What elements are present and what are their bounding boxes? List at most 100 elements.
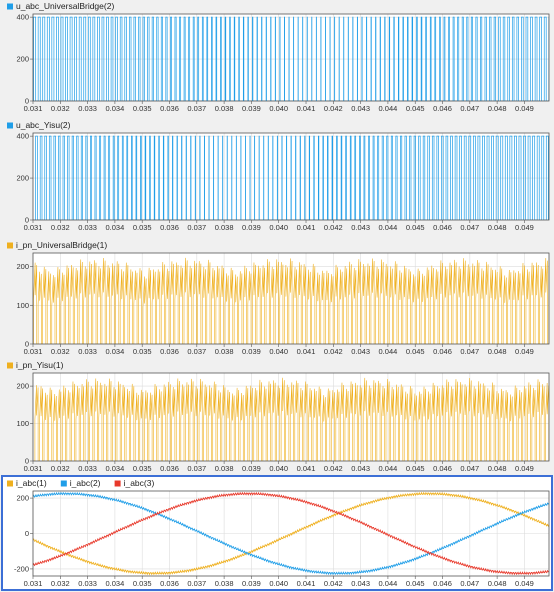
- x-tick-label: 0.033: [78, 579, 97, 588]
- x-tick-label: 0.046: [433, 464, 452, 473]
- series-line-i_abc(2): [33, 491, 549, 576]
- x-tick-label: 0.040: [269, 104, 288, 113]
- y-tick-label: 0: [25, 216, 29, 225]
- x-tick-label: 0.032: [51, 464, 70, 473]
- x-tick-label: 0.031: [24, 347, 43, 356]
- x-tick-label: 0.035: [133, 223, 152, 232]
- x-tick-label: 0.037: [187, 104, 206, 113]
- y-tick-label: 0: [25, 340, 29, 349]
- y-tick-label: 200: [16, 494, 29, 503]
- x-tick-label: 0.045: [406, 223, 425, 232]
- plot-area[interactable]: [33, 14, 549, 101]
- x-tick-label: 0.047: [460, 579, 479, 588]
- y-tick-label: 0: [25, 457, 29, 466]
- x-tick-label: 0.042: [324, 347, 343, 356]
- legend-entry[interactable]: i_pn_UniversalBridge(1): [16, 240, 107, 250]
- x-tick-label: 0.037: [187, 579, 206, 588]
- y-tick-label: 100: [16, 301, 29, 310]
- plot-frame: [32, 252, 550, 345]
- legend-entry[interactable]: i_pn_Yisu(1): [16, 360, 64, 370]
- signal-trace: [33, 377, 549, 461]
- x-tick-label: 0.034: [106, 464, 125, 473]
- x-tick-label: 0.036: [160, 464, 179, 473]
- y-tick-label: 0: [25, 529, 29, 538]
- x-tick-label: 0.039: [242, 464, 261, 473]
- y-tick-label: 200: [16, 174, 29, 183]
- x-tick-label: 0.031: [24, 464, 43, 473]
- x-tick-label: 0.035: [133, 347, 152, 356]
- x-tick-label: 0.046: [433, 579, 452, 588]
- x-tick-label: 0.040: [269, 223, 288, 232]
- y-tick-label: 200: [16, 382, 29, 391]
- x-tick-label: 0.049: [515, 347, 534, 356]
- y-tick-label: -200: [14, 565, 29, 574]
- x-tick-label: 0.035: [133, 104, 152, 113]
- x-tick-label: 0.049: [515, 223, 534, 232]
- x-tick-label: 0.048: [488, 104, 507, 113]
- legend-swatch: [7, 242, 13, 249]
- x-tick-label: 0.044: [379, 223, 398, 232]
- x-tick-label: 0.041: [297, 579, 316, 588]
- plot-frame: [32, 490, 550, 577]
- x-tick-label: 0.032: [51, 347, 70, 356]
- x-tick-label: 0.037: [187, 347, 206, 356]
- x-tick-label: 0.044: [379, 104, 398, 113]
- legend-entry[interactable]: i_abc(3): [124, 478, 155, 488]
- x-tick-label: 0.046: [433, 223, 452, 232]
- legend-entry[interactable]: u_abc_UniversalBridge(2): [16, 1, 114, 11]
- plot-area[interactable]: [33, 373, 549, 461]
- scope-panel-2: 0.031 0.032 0.033 0.034 0.035 0.036 0.037 0.038…: [7, 120, 550, 232]
- x-tick-label: 0.039: [242, 579, 261, 588]
- x-tick-label: 0.040: [269, 464, 288, 473]
- x-tick-label: 0.031: [24, 104, 43, 113]
- series-line-i_abc(3): [33, 491, 549, 576]
- x-tick-label: 0.036: [160, 104, 179, 113]
- x-tick-label: 0.036: [160, 223, 179, 232]
- y-tick-label: 100: [16, 419, 29, 428]
- x-tick-label: 0.032: [51, 104, 70, 113]
- x-tick-label: 0.044: [379, 347, 398, 356]
- x-tick-label: 0.038: [215, 464, 234, 473]
- y-tick-label: 200: [16, 262, 29, 271]
- x-tick-label: 0.034: [106, 223, 125, 232]
- x-tick-label: 0.032: [51, 579, 70, 588]
- scope-panel-3: 0.031 0.032 0.033 0.034 0.035 0.036 0.037 0.038…: [7, 240, 550, 356]
- x-tick-label: 0.044: [379, 579, 398, 588]
- x-tick-label: 0.049: [515, 464, 534, 473]
- legend-entry[interactable]: i_abc(2): [70, 478, 101, 488]
- y-tick-label: 0: [25, 97, 29, 106]
- x-tick-label: 0.038: [215, 347, 234, 356]
- x-tick-label: 0.042: [324, 464, 343, 473]
- plot-frame: [32, 132, 550, 221]
- plot-frame: [32, 13, 550, 102]
- x-tick-label: 0.040: [269, 579, 288, 588]
- x-tick-label: 0.038: [215, 104, 234, 113]
- legend-swatch: [7, 362, 13, 369]
- x-tick-label: 0.041: [297, 347, 316, 356]
- x-tick-label: 0.048: [488, 347, 507, 356]
- x-tick-label: 0.036: [160, 347, 179, 356]
- scope-panel-5: 0.031 0.032 0.033 0.034 0.035 0.036 0.037 0.038…: [1, 475, 553, 591]
- x-tick-label: 0.037: [187, 464, 206, 473]
- x-tick-label: 0.033: [78, 223, 97, 232]
- legend-swatch: [60, 480, 67, 487]
- x-tick-label: 0.037: [187, 223, 206, 232]
- x-tick-label: 0.034: [106, 104, 125, 113]
- x-tick-label: 0.043: [351, 464, 370, 473]
- x-tick-label: 0.033: [78, 464, 97, 473]
- x-tick-label: 0.043: [351, 223, 370, 232]
- x-tick-label: 0.046: [433, 104, 452, 113]
- x-tick-label: 0.035: [133, 464, 152, 473]
- legend-entry[interactable]: u_abc_Yisu(2): [16, 120, 71, 130]
- x-tick-label: 0.046: [433, 347, 452, 356]
- x-tick-label: 0.049: [515, 579, 534, 588]
- x-tick-label: 0.039: [242, 347, 261, 356]
- x-tick-label: 0.048: [488, 579, 507, 588]
- legend-entry[interactable]: i_abc(1): [16, 478, 47, 488]
- legend-swatch: [7, 480, 13, 487]
- x-tick-label: 0.041: [297, 104, 316, 113]
- scope-panel-1: 0.031 0.032 0.033 0.034 0.035 0.036 0.037 0.038…: [7, 1, 550, 113]
- x-tick-label: 0.034: [106, 579, 125, 588]
- x-tick-label: 0.043: [351, 347, 370, 356]
